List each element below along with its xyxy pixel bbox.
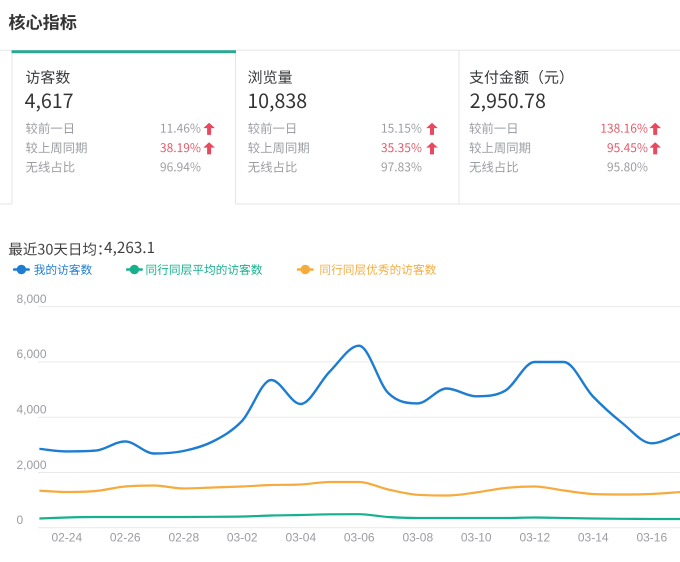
svg-text:03-06: 03-06 xyxy=(344,531,375,545)
svg-text:03-02: 03-02 xyxy=(227,531,258,545)
svg-text:8,000: 8,000 xyxy=(17,292,47,306)
svg-text:03-14: 03-14 xyxy=(578,531,609,545)
svg-text:0: 0 xyxy=(17,513,24,527)
svg-text:02-24: 02-24 xyxy=(51,531,82,545)
svg-text:02-28: 02-28 xyxy=(168,531,199,545)
svg-text:03-16: 03-16 xyxy=(636,531,667,545)
svg-text:03-04: 03-04 xyxy=(285,531,316,545)
svg-text:03-10: 03-10 xyxy=(461,531,492,545)
svg-text:6,000: 6,000 xyxy=(17,347,47,361)
svg-text:03-12: 03-12 xyxy=(519,531,550,545)
svg-text:2,000: 2,000 xyxy=(17,458,47,472)
svg-text:02-26: 02-26 xyxy=(110,531,141,545)
svg-text:03-08: 03-08 xyxy=(402,531,433,545)
svg-text:4,000: 4,000 xyxy=(17,403,47,417)
